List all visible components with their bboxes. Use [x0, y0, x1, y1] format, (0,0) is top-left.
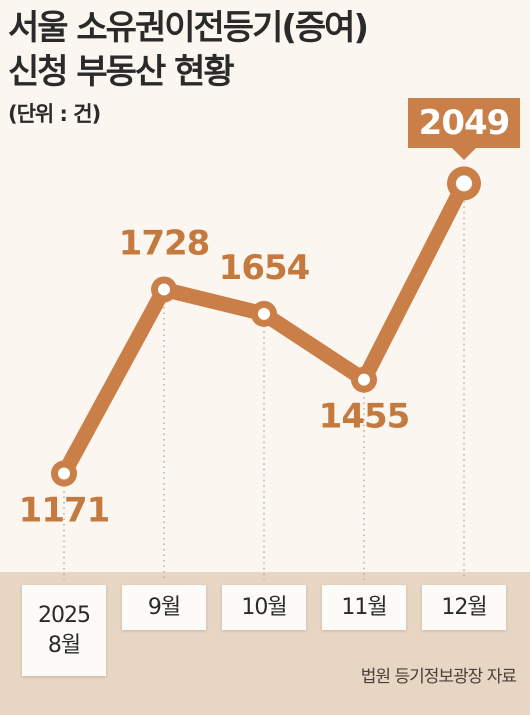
x-tick-label-4: 12월	[422, 585, 506, 630]
source-note: 법원 등기정보광장 자료	[360, 667, 517, 687]
chart-title: 서울 소유권이전등기(증여) 신청 부동산 현황	[8, 6, 523, 94]
data-point-3	[358, 373, 370, 386]
chart-title-line-1: 서울 소유권이전등기(증여)	[8, 8, 369, 48]
data-point-0	[58, 467, 70, 480]
x-tick-month-4: 12월	[441, 594, 487, 620]
x-tick-label-3: 11월	[322, 585, 406, 630]
data-label-3: 1455	[319, 397, 410, 437]
x-tick-month-2: 10월	[241, 594, 287, 620]
x-tick-label-1: 9월	[122, 585, 206, 630]
data-label-0: 1171	[19, 490, 110, 530]
x-tick-year-0: 2025	[38, 602, 91, 628]
data-label-1: 1728	[119, 223, 210, 263]
x-tick-label-2: 10월	[222, 585, 306, 630]
data-label-4: 2049	[419, 103, 510, 143]
data-point-2	[258, 307, 270, 320]
x-tick-month-1: 9월	[147, 594, 181, 620]
data-label-2: 1654	[219, 248, 310, 288]
unit-label: (단위 : 건)	[8, 102, 101, 126]
x-tick-label-0: 2025 8월	[22, 585, 106, 676]
highlight-callout	[408, 98, 520, 160]
x-tick-month-0: 8월	[47, 632, 81, 658]
data-point-1	[158, 283, 170, 296]
chart-title-line-2: 신청 부동산 현황	[8, 52, 235, 92]
x-tick-month-3: 11월	[341, 594, 387, 620]
data-point-4	[456, 175, 472, 192]
